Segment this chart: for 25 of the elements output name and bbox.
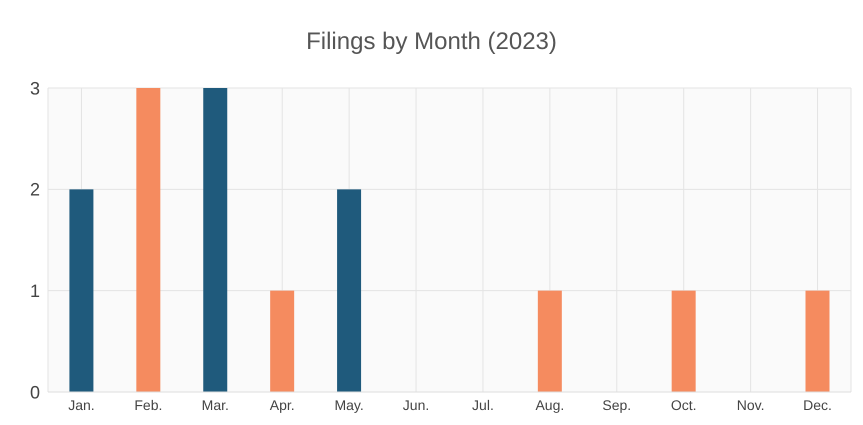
x-tick-label: Nov. [736,396,764,413]
x-tick-label: Apr. [270,396,295,413]
bar [69,189,94,392]
x-tick-label: Sep. [602,396,632,413]
x-tick-label: Dec. [803,396,832,413]
x-tick-label: Jun. [402,396,430,413]
x-tick-label: Jul. [472,396,494,413]
y-tick-label: 1 [30,281,40,302]
x-tick-label: Aug. [535,396,564,413]
bar [805,290,830,392]
y-tick-label: 3 [30,78,40,98]
x-tick-label: Oct. [670,396,697,413]
bar [672,290,696,392]
bar [538,290,562,392]
x-tick-label: Mar. [202,396,229,413]
bar [203,88,228,392]
bar [136,88,160,392]
x-tick-label: May. [334,396,364,413]
y-tick-label: 0 [30,382,40,402]
bar [337,189,362,392]
chart-title: Filings by Month (2023) [305,27,558,57]
y-tick-label: 2 [30,180,40,200]
x-tick-label: Feb. [134,396,162,413]
bar [270,290,294,392]
x-tick-label: Jan. [68,396,95,413]
